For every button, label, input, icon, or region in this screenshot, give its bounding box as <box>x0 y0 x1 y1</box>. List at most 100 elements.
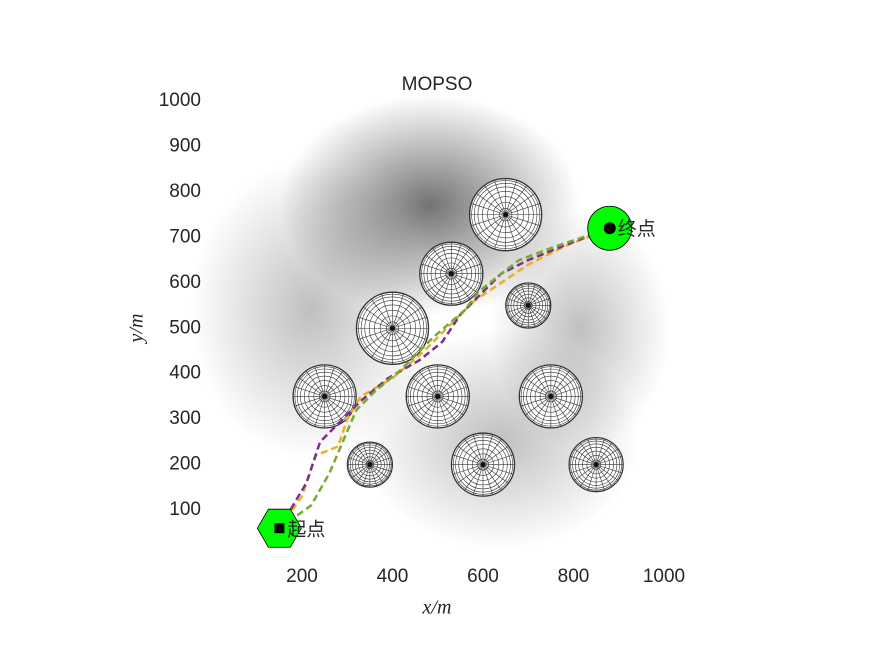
sphere-meridian <box>451 254 478 274</box>
sphere-meridian <box>472 434 484 465</box>
sphere-meridian <box>595 442 613 465</box>
sphere-meridian <box>527 283 536 306</box>
obstacle <box>505 282 552 329</box>
sphere-meridian <box>528 305 547 320</box>
sphere-meridian <box>520 305 529 328</box>
sphere-pole <box>448 271 454 277</box>
sphere-meridian <box>540 366 552 397</box>
sphere-meridian <box>294 386 325 397</box>
y-tick-label: 600 <box>169 272 201 293</box>
sphere-pole <box>503 212 509 218</box>
sphere-meridian <box>482 464 494 495</box>
sphere-meridian <box>570 464 597 474</box>
sphere-meridian <box>570 455 597 465</box>
sphere-meridian <box>494 214 506 250</box>
sphere-meridian <box>437 396 448 427</box>
sphere-meridian <box>452 464 484 475</box>
y-tick-label: 700 <box>169 226 201 247</box>
obstacle <box>419 241 484 306</box>
sphere-meridian <box>451 273 478 293</box>
sphere-meridian <box>595 464 613 487</box>
y-tick-label: 200 <box>169 454 201 475</box>
sphere-pole <box>367 462 373 468</box>
sphere-meridian <box>471 203 506 215</box>
sphere-meridian <box>457 464 484 484</box>
sphere-meridian <box>381 328 393 363</box>
end-label: 终点 <box>618 218 656 240</box>
sphere-meridian <box>369 464 384 484</box>
sphere-meridian <box>484 185 506 215</box>
obstacle <box>518 364 584 429</box>
obstacle <box>292 364 357 429</box>
x-tick-label: 600 <box>467 566 499 587</box>
sphere-meridian <box>437 370 457 397</box>
sphere-meridian <box>418 370 438 397</box>
sphere-meridian <box>411 396 438 416</box>
sphere-meridian <box>528 305 542 325</box>
sphere-meridian <box>324 396 355 407</box>
sphere-meridian <box>392 328 422 350</box>
sphere-meridian <box>369 464 392 472</box>
sphere-meridian <box>369 464 389 479</box>
sphere-meridian <box>324 386 355 397</box>
sphere-meridian <box>363 328 393 350</box>
sphere-meridian <box>324 396 351 416</box>
sphere-meridian <box>451 247 471 274</box>
sphere-meridian <box>418 396 438 423</box>
sphere-meridian <box>514 287 529 306</box>
sphere-meridian <box>427 366 439 397</box>
start-label: 起点 <box>287 519 325 541</box>
sphere-meridian <box>298 377 325 397</box>
sphere-meridian <box>550 366 561 397</box>
sphere-meridian <box>324 377 351 397</box>
sphere-meridian <box>298 396 325 416</box>
sphere-meridian <box>348 464 370 472</box>
sphere-pole <box>525 303 531 309</box>
sphere-meridian <box>505 214 541 227</box>
y-tick-label: 100 <box>169 499 201 520</box>
sphere-meridian <box>356 464 371 484</box>
sphere-meridian <box>427 396 439 427</box>
sphere-meridian <box>369 457 392 465</box>
sphere-pole <box>322 393 328 399</box>
x-tick-label: 400 <box>377 566 409 587</box>
sphere-meridian <box>550 396 570 423</box>
sphere-meridian <box>314 396 325 427</box>
sphere-pole <box>548 393 554 399</box>
sphere-meridian <box>520 396 551 407</box>
sphere-meridian <box>464 464 484 491</box>
x-tick-label: 1000 <box>643 566 685 587</box>
sphere-meridian <box>472 464 484 495</box>
sphere-meridian <box>294 396 325 407</box>
sphere-meridian <box>476 214 506 237</box>
sphere-pole <box>480 462 486 468</box>
sphere-meridian <box>573 464 597 481</box>
sphere-meridian <box>587 438 597 465</box>
sphere-meridian <box>505 214 536 237</box>
sphere-meridian <box>482 438 502 465</box>
sphere-meridian <box>464 438 484 465</box>
y-tick-label: 900 <box>169 135 201 156</box>
sphere-meridian <box>532 396 552 423</box>
sphere-meridian <box>351 464 371 479</box>
sphere-meridian <box>425 273 452 293</box>
sphere-pole <box>593 462 599 468</box>
sphere-meridian <box>520 283 529 306</box>
obstacle <box>346 441 393 488</box>
sphere-meridian <box>476 193 506 215</box>
sphere-meridian <box>579 442 597 465</box>
sphere-meridian <box>482 464 514 475</box>
sphere-meridian <box>362 464 371 487</box>
sphere-meridian <box>305 370 325 397</box>
sphere-meridian <box>441 243 452 274</box>
sphere-meridian <box>392 306 422 329</box>
x-axis-label: x/m <box>422 597 452 619</box>
sphere-meridian <box>451 273 462 304</box>
sphere-meridian <box>482 434 494 465</box>
sphere-meridian <box>392 316 428 329</box>
sphere-meridian <box>370 328 393 358</box>
sphere-meridian <box>437 396 464 416</box>
sphere-meridian <box>525 396 552 416</box>
sphere-meridian <box>484 214 506 245</box>
sphere-meridian <box>573 448 597 465</box>
